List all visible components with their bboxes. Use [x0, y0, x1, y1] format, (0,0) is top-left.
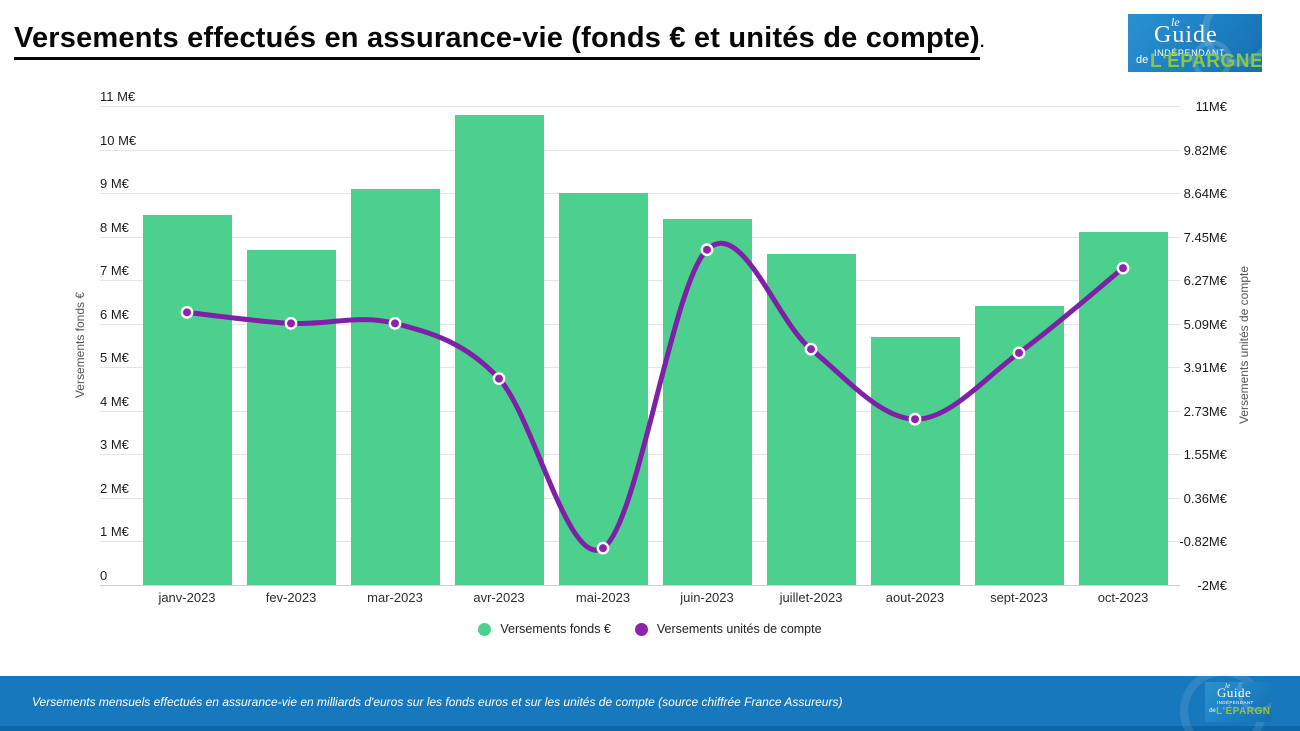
y-axis-tick-left: 11 M€: [100, 89, 136, 104]
footer-caption: Versements mensuels effectués en assuran…: [32, 695, 843, 709]
y-axis-tick-left: 8 M€: [100, 219, 129, 235]
y-axis-tick-left: 0: [100, 568, 108, 583]
page-title-text: Versements effectués en assurance-vie (f…: [14, 22, 980, 60]
logo-word-independant: INDÉPENDANT: [1154, 48, 1226, 58]
line-point-fev-2023[interactable]: [284, 316, 298, 330]
y-axis-tick-right: 1.55M€: [1183, 447, 1227, 463]
bar-mai-2023[interactable]: [558, 193, 648, 585]
legend-label: Versements unités de compte: [656, 622, 822, 636]
x-axis-tick: janv-2023: [158, 590, 216, 605]
y-axis-tick-right: 0.36M€: [1183, 490, 1227, 506]
x-axis-tick: mar-2023: [367, 590, 423, 605]
legend-dot-green: [478, 622, 492, 636]
footer-bar: Versements mensuels effectués en assuran…: [0, 676, 1300, 731]
y-axis-tick-right: 6.27M€: [1183, 273, 1227, 289]
bar-fev-2023[interactable]: [246, 249, 336, 585]
legend-dot-purple: [634, 622, 648, 636]
line-point-mai-2023[interactable]: [596, 541, 610, 555]
guide-epargne-logo-small[interactable]: le Guide INDÉPENDANT de L'ÉPARGNE: [1205, 682, 1271, 722]
y-axis-tick-left: 6 M€: [100, 306, 129, 322]
grid-line: [100, 106, 1180, 107]
x-axis-tick: aout-2023: [885, 590, 945, 605]
logo-word-guide: Guide: [1154, 22, 1218, 48]
guide-epargne-logo[interactable]: le Guide INDÉPENDANT de L'ÉPARGNE: [1128, 14, 1262, 72]
logo-ring-decoration: [1192, 40, 1232, 72]
page-title: Versements effectués en assurance-vie (f…: [14, 22, 985, 60]
line-point-juin-2023[interactable]: [700, 243, 714, 257]
logo-word-le: le: [1171, 15, 1180, 29]
x-axis-tick: oct-2023: [1097, 590, 1149, 605]
y-axis-tick-left: 1 M€: [100, 524, 129, 540]
logo-word-guide: Guide: [1217, 685, 1252, 700]
logo-word-de: de: [1136, 54, 1149, 66]
y-axis-tick-left: 7 M€: [100, 263, 129, 279]
chart-legend: Versements fonds € Versements unités de …: [0, 622, 1300, 636]
x-axis-tick: avr-2023: [473, 590, 525, 605]
y-axis-tick-right: -2M€: [1197, 578, 1227, 593]
y-axis-tick-right: -0.82M€: [1179, 534, 1227, 550]
line-point-sept-2023[interactable]: [1012, 346, 1026, 360]
y-axis-tick-left: 5 M€: [100, 350, 129, 366]
line-point-avr-2023[interactable]: [492, 372, 506, 386]
line-point-oct-2023[interactable]: [1116, 261, 1130, 275]
y-axis-tick-left: 2 M€: [100, 480, 129, 496]
y-axis-tick-right: 8.64M€: [1183, 186, 1227, 202]
bar-aout-2023[interactable]: [870, 336, 960, 585]
left-axis-title: Versements fonds €: [73, 291, 87, 399]
logo-word-de: de: [1209, 708, 1216, 714]
legend-item-fonds-euro[interactable]: Versements fonds €: [478, 622, 611, 636]
bar-juin-2023[interactable]: [662, 219, 752, 585]
x-axis-tick: mai-2023: [575, 590, 631, 605]
right-axis-title: Versements unités de compte: [1237, 265, 1251, 425]
logo-word-epargne: L'ÉPARGNE: [1150, 51, 1262, 72]
legend-label: Versements fonds €: [500, 622, 611, 636]
line-point-mar-2023[interactable]: [388, 316, 402, 330]
line-point-aout-2023[interactable]: [908, 412, 922, 426]
x-axis-tick: fev-2023: [265, 590, 317, 605]
line-versements-uc: [184, 240, 1126, 553]
y-axis-tick-right: 2.73M€: [1183, 403, 1227, 419]
x-axis-tick: sept-2023: [990, 590, 1048, 605]
x-axis-tick: juillet-2023: [779, 590, 843, 605]
y-axis-tick-left: 4 M€: [100, 393, 129, 409]
bar-avr-2023[interactable]: [454, 114, 544, 585]
y-axis-tick-right: 9.82M€: [1183, 142, 1227, 158]
page-title-period: .: [979, 34, 985, 51]
y-axis-tick-right: 11M€: [1195, 99, 1227, 114]
bar-mar-2023[interactable]: [350, 188, 440, 585]
grid-line: [100, 585, 1180, 586]
y-axis-tick-left: 10 M€: [100, 132, 137, 148]
logo-word-epargne: L'ÉPARGNE: [1216, 706, 1271, 717]
logo-word-independant: INDÉPENDANT: [1217, 700, 1254, 705]
y-axis-tick-right: 5.09M€: [1183, 316, 1227, 332]
grid-line: [100, 149, 1180, 151]
x-axis-tick: juin-2023: [680, 590, 734, 605]
line-point-janv-2023[interactable]: [180, 305, 194, 319]
logo-word-le: le: [1225, 682, 1231, 690]
y-axis-tick-right: 7.45M€: [1183, 229, 1227, 245]
line-point-juillet-2023[interactable]: [804, 342, 818, 356]
y-axis-tick-left: 3 M€: [100, 437, 129, 453]
legend-item-unites-de-compte[interactable]: Versements unités de compte: [634, 622, 822, 636]
y-axis-tick-left: 9 M€: [100, 176, 129, 192]
y-axis-tick-right: 3.91M€: [1183, 360, 1227, 376]
logo-ring-decoration: [1237, 682, 1271, 712]
bar-janv-2023[interactable]: [142, 214, 232, 585]
